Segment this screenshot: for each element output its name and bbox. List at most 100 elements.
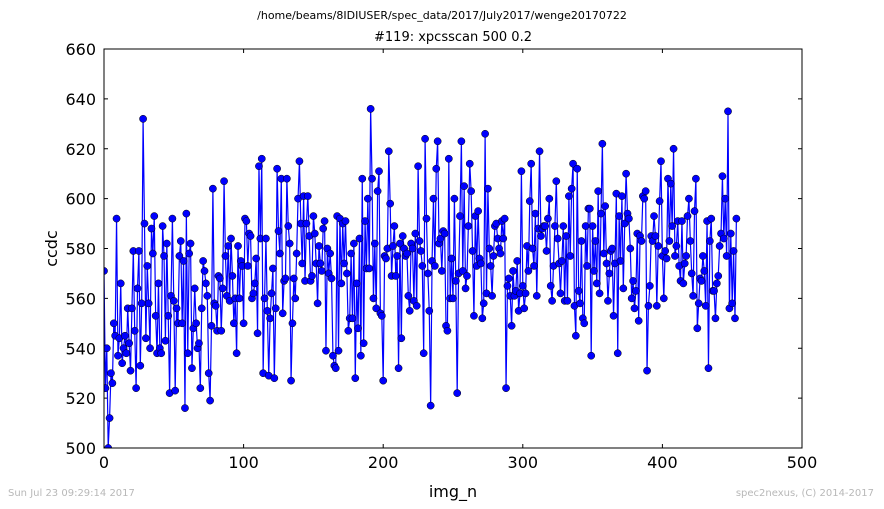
data-point bbox=[477, 259, 485, 268]
data-point bbox=[203, 292, 212, 300]
data-point bbox=[302, 219, 311, 228]
data-point bbox=[178, 319, 187, 328]
data-point bbox=[137, 299, 146, 308]
data-point bbox=[411, 229, 420, 238]
data-point bbox=[414, 162, 422, 171]
data-point bbox=[545, 194, 554, 203]
data-point bbox=[204, 369, 213, 378]
data-point bbox=[718, 172, 727, 181]
data-point bbox=[276, 249, 284, 258]
data-point bbox=[592, 279, 601, 288]
data-point bbox=[711, 314, 720, 323]
data-point bbox=[652, 302, 661, 310]
data-point bbox=[645, 282, 654, 290]
x-tick-label: 100 bbox=[228, 453, 259, 472]
data-point bbox=[450, 194, 459, 203]
data-point bbox=[313, 299, 322, 308]
data-point bbox=[169, 297, 178, 305]
data-point bbox=[298, 259, 307, 268]
data-point bbox=[310, 229, 319, 238]
data-point bbox=[292, 249, 301, 258]
data-point bbox=[315, 242, 323, 250]
data-point bbox=[274, 227, 283, 235]
data-point bbox=[504, 274, 513, 283]
data-point bbox=[432, 164, 441, 173]
data-point bbox=[267, 289, 276, 298]
data-point bbox=[273, 164, 281, 173]
data-point bbox=[553, 234, 562, 243]
data-point bbox=[436, 234, 445, 243]
y-tick-label: 660 bbox=[65, 40, 96, 59]
data-point bbox=[250, 279, 259, 288]
data-point bbox=[712, 279, 721, 288]
x-tick-label: 0 bbox=[99, 453, 109, 472]
data-point bbox=[722, 252, 731, 260]
data-point bbox=[509, 267, 517, 275]
data-point bbox=[583, 262, 591, 270]
x-axis-label: img_n bbox=[429, 482, 477, 502]
data-point bbox=[287, 376, 295, 385]
data-point bbox=[108, 379, 117, 388]
data-point bbox=[566, 252, 575, 260]
data-point bbox=[597, 209, 605, 218]
data-point bbox=[577, 237, 586, 245]
data-point bbox=[444, 154, 453, 163]
data-point bbox=[502, 384, 510, 392]
data-point bbox=[327, 274, 336, 283]
data-point bbox=[221, 252, 230, 260]
data-point bbox=[104, 384, 110, 392]
data-point bbox=[551, 222, 559, 230]
data-point bbox=[580, 319, 589, 328]
data-point bbox=[235, 294, 244, 303]
x-tick-label: 300 bbox=[508, 453, 539, 472]
data-point bbox=[104, 344, 111, 353]
data-point bbox=[619, 284, 628, 293]
data-point bbox=[122, 349, 131, 358]
data-point bbox=[714, 272, 723, 280]
data-point bbox=[478, 314, 487, 323]
data-point bbox=[581, 222, 590, 230]
data-point bbox=[133, 284, 142, 293]
data-point bbox=[181, 404, 189, 412]
data-point bbox=[574, 287, 583, 295]
data-point bbox=[726, 229, 735, 238]
data-point bbox=[263, 306, 272, 315]
data-point bbox=[573, 164, 582, 173]
data-point bbox=[218, 284, 227, 293]
data-point bbox=[375, 167, 383, 176]
data-point bbox=[602, 259, 611, 268]
data-point bbox=[692, 174, 700, 183]
data-point bbox=[661, 247, 670, 255]
data-point bbox=[140, 219, 149, 228]
data-point bbox=[351, 374, 360, 383]
data-point bbox=[260, 294, 269, 303]
data-point bbox=[489, 252, 498, 260]
data-point bbox=[121, 331, 129, 340]
data-point bbox=[354, 324, 362, 333]
data-point bbox=[659, 294, 668, 303]
data-point bbox=[116, 279, 125, 288]
data-point bbox=[724, 107, 732, 116]
data-point bbox=[396, 239, 404, 248]
tick-labels: 0 100 200 300 400 500 500 520 540 560 580 600 620 640… bbox=[65, 40, 817, 472]
data-point bbox=[182, 209, 191, 218]
data-point bbox=[368, 174, 376, 183]
data-point bbox=[426, 401, 435, 410]
data-point bbox=[172, 304, 181, 313]
data-point bbox=[340, 259, 348, 268]
data-point bbox=[668, 222, 677, 230]
data-point bbox=[341, 217, 350, 225]
data-point bbox=[348, 314, 357, 323]
data-point bbox=[271, 304, 280, 313]
data-point bbox=[135, 247, 143, 255]
data-point bbox=[643, 366, 651, 375]
data-point bbox=[627, 294, 636, 303]
data-point bbox=[690, 207, 699, 215]
data-point bbox=[521, 289, 530, 298]
data-point bbox=[548, 297, 556, 305]
data-point bbox=[239, 319, 248, 328]
data-point bbox=[662, 254, 671, 263]
y-tick-label: 500 bbox=[65, 439, 96, 458]
data-point bbox=[143, 262, 152, 270]
data-point bbox=[616, 257, 625, 265]
